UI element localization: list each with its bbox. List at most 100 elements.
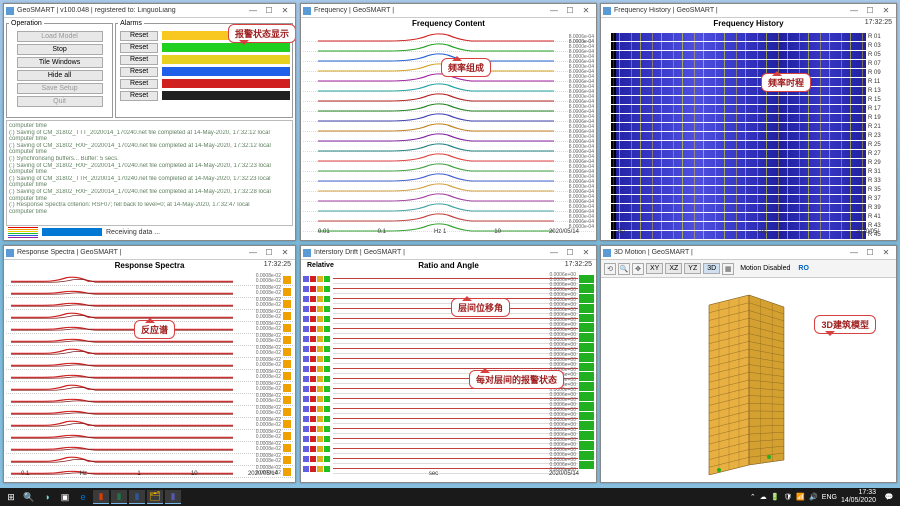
- close-button[interactable]: ✕: [878, 247, 894, 259]
- alarm-row: Reset: [118, 66, 290, 77]
- taskbar-app[interactable]: ▮: [111, 490, 127, 504]
- view-button[interactable]: XY: [646, 263, 663, 274]
- heatmap-row: R 19: [603, 113, 894, 122]
- callout-alarm-status: 报警状态显示: [228, 24, 295, 43]
- close-button[interactable]: ✕: [578, 247, 594, 259]
- spectra-row: 0.0008e-020.0008e-02: [6, 394, 293, 406]
- spectra-row: 0.0008e-020.0008e-02: [6, 274, 293, 286]
- language-indicator[interactable]: ENG: [822, 494, 837, 501]
- window-title: Frequency | GeoSMART |: [314, 7, 546, 14]
- titlebar[interactable]: Response Spectra | GeoSMART | — ☐ ✕: [4, 246, 295, 260]
- heatmap-row: R 33: [603, 176, 894, 185]
- titlebar[interactable]: Frequency History | GeoSMART | — ☐ ✕: [601, 4, 896, 18]
- taskbar-app[interactable]: ▮: [165, 490, 181, 504]
- spectra-row: 0.0008e-020.0008e-02: [6, 406, 293, 418]
- heatmap-row: R 37: [603, 194, 894, 203]
- close-button[interactable]: ✕: [277, 5, 293, 17]
- spectra-row: 0.0008e-020.0008e-02: [6, 382, 293, 394]
- maximize-button[interactable]: ☐: [862, 247, 878, 259]
- drift-status-indicator: [579, 372, 594, 381]
- taskbar-app[interactable]: ◑: [39, 490, 55, 504]
- minimize-button[interactable]: —: [846, 247, 862, 259]
- spectra-row: 0.0008e-020.0008e-02: [6, 358, 293, 370]
- close-button[interactable]: ✕: [578, 5, 594, 17]
- operation-button: Save Setup: [17, 83, 103, 94]
- reset-button[interactable]: Reset: [120, 67, 158, 77]
- titlebar[interactable]: Frequency | GeoSMART | — ☐ ✕: [301, 4, 596, 18]
- tray-icon[interactable]: 🛡: [783, 493, 792, 501]
- reset-button[interactable]: Reset: [120, 79, 158, 89]
- heatmap-row: R 39: [603, 203, 894, 212]
- alarm-row: Reset: [118, 54, 290, 65]
- window-title: Interstory Drift | GeoSMART |: [314, 249, 546, 256]
- tray-icon[interactable]: ☁: [760, 493, 767, 501]
- operation-button: Load Model: [17, 31, 103, 42]
- minimize-button[interactable]: —: [245, 247, 261, 259]
- operation-button[interactable]: Hide all: [17, 70, 103, 81]
- spectra-row: 0.0008e-020.0008e-02: [6, 442, 293, 454]
- notifications-icon[interactable]: 💬: [881, 490, 897, 504]
- spectra-row: 0.0008e-020.0008e-02: [6, 418, 293, 430]
- taskbar-app[interactable]: ▮: [93, 490, 109, 504]
- drift-trace: 0.0006e+000.0006e+00: [333, 324, 578, 334]
- maximize-button[interactable]: ☐: [261, 247, 277, 259]
- taskbar-app[interactable]: ▮: [129, 490, 145, 504]
- reset-button[interactable]: Reset: [120, 43, 158, 53]
- tray-icon[interactable]: 🔊: [809, 493, 818, 501]
- toolbar-tool-icon[interactable]: 🔍: [618, 263, 630, 275]
- titlebar[interactable]: GeoSMART | v100.048 | registered to: Lin…: [4, 4, 295, 18]
- operation-button[interactable]: Stop: [17, 44, 103, 55]
- tray-icon[interactable]: ⌃: [750, 493, 756, 501]
- heatmap-row: R 21: [603, 122, 894, 131]
- system-tray[interactable]: ⌃ ☁ 🔋🛡 📶 🔊: [746, 493, 822, 501]
- log-line: computer time: [9, 136, 290, 143]
- reset-button[interactable]: Reset: [120, 55, 158, 65]
- drift-trace: 0.0006e+000.0006e+00: [333, 354, 578, 364]
- minimize-button[interactable]: —: [546, 5, 562, 17]
- close-button[interactable]: ✕: [878, 5, 894, 17]
- timestamp: 17:32:25: [264, 261, 291, 268]
- clock[interactable]: 17:33 14/05/2020: [837, 489, 880, 504]
- start-button[interactable]: ⊞: [3, 490, 19, 504]
- toolbar-tool-icon[interactable]: ✥: [632, 263, 644, 275]
- taskbar-app[interactable]: ▣: [57, 490, 73, 504]
- reset-button[interactable]: Reset: [120, 31, 158, 41]
- callout-freq: 频率组成: [441, 58, 491, 77]
- spectra-row: 0.0008e-020.0008e-02: [6, 454, 293, 466]
- app-icon: [603, 7, 611, 15]
- time: 17:33: [841, 489, 876, 497]
- heatmap-row: R 01: [603, 32, 894, 41]
- minimize-button[interactable]: —: [245, 5, 261, 17]
- tray-icon[interactable]: 🔋: [771, 493, 780, 501]
- reset-button[interactable]: Reset: [120, 91, 158, 101]
- tray-icon[interactable]: 📶: [796, 493, 805, 501]
- chart-title: Frequency Content: [301, 18, 596, 29]
- 3d-viewport[interactable]: [601, 278, 896, 482]
- titlebar[interactable]: 3D Motion | GeoSMART | — ☐ ✕: [601, 246, 896, 260]
- maximize-button[interactable]: ☐: [261, 5, 277, 17]
- operation-button[interactable]: Tile Windows: [17, 57, 103, 68]
- toolbar-tool-icon[interactable]: ⟲: [604, 263, 616, 275]
- maximize-button[interactable]: ☐: [562, 5, 578, 17]
- taskbar-app[interactable]: 🗂: [147, 490, 163, 504]
- frequency-history-chart: R 01R 03R 05R 07R 09R 11R 13R 15R 17R 19…: [603, 32, 894, 228]
- minimize-button[interactable]: —: [546, 247, 562, 259]
- view-button[interactable]: YZ: [684, 263, 701, 274]
- drift-trace: 0.0006e+000.0006e+00: [333, 334, 578, 344]
- drift-icons: [303, 274, 333, 284]
- alarm-status-bar: [162, 43, 290, 52]
- minimize-button[interactable]: —: [846, 5, 862, 17]
- taskbar-app[interactable]: 🔍: [21, 490, 37, 504]
- taskbar-app[interactable]: e: [75, 490, 91, 504]
- maximize-button[interactable]: ☐: [862, 5, 878, 17]
- window-title: 3D Motion | GeoSMART |: [614, 249, 846, 256]
- chart-title: Frequency History: [601, 18, 896, 29]
- close-button[interactable]: ✕: [277, 247, 293, 259]
- view-button[interactable]: XZ: [665, 263, 682, 274]
- maximize-button[interactable]: ☐: [562, 247, 578, 259]
- 3d-toolbar: ⟲🔍✥XYXZYZ3D▦Motion DisabledRO: [601, 260, 896, 278]
- log-line: (:) Saving of CM_31802_TTT_2020014_17024…: [9, 130, 290, 137]
- view-button[interactable]: 3D: [703, 263, 720, 274]
- titlebar[interactable]: Interstory Drift | GeoSMART | — ☐ ✕: [301, 246, 596, 260]
- scale-icon[interactable]: ▦: [722, 263, 734, 275]
